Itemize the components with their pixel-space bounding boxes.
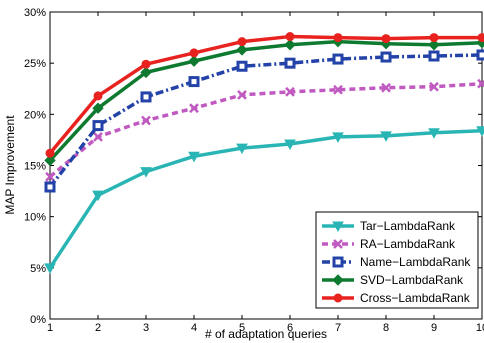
y-tick-label: 15% — [24, 161, 46, 173]
data-point — [428, 39, 440, 51]
data-point — [141, 59, 151, 69]
legend: Tar−LambdaRank RA−LambdaRank Name−LambdaRa… — [315, 211, 479, 309]
legend-item: RA−LambdaRank — [322, 237, 456, 251]
data-point-stroke — [333, 84, 343, 95]
legend-label: RA−LambdaRank — [360, 237, 456, 251]
data-point — [44, 181, 56, 193]
data-point — [93, 91, 103, 101]
x-tick-label: 9 — [431, 322, 437, 334]
data-point-stroke — [189, 103, 199, 114]
data-point — [140, 66, 152, 79]
x-tick-label: 5 — [239, 322, 245, 334]
series-name-lambdarank — [44, 49, 484, 193]
y-tick-label: 5% — [30, 263, 46, 275]
data-point — [44, 263, 56, 274]
legend-label: Tar−LambdaRank — [360, 219, 456, 233]
data-point — [140, 167, 152, 178]
data-point — [140, 91, 152, 103]
y-tick-label: 10% — [24, 212, 46, 224]
data-point — [92, 120, 104, 132]
data-point — [189, 48, 199, 58]
data-point — [188, 151, 200, 163]
series-svd-lambdarank — [44, 35, 484, 167]
series-line — [48, 53, 483, 189]
data-point — [236, 143, 248, 155]
data-point — [476, 126, 484, 137]
data-point — [188, 76, 200, 88]
x-axis-ticks: 1 2 3 4 5 6 7 8 9 10 — [47, 12, 484, 334]
data-point — [237, 37, 247, 47]
data-point — [284, 39, 296, 51]
series-layer — [44, 32, 484, 274]
data-point — [236, 44, 248, 56]
y-tick-label: 25% — [24, 58, 46, 70]
data-point — [332, 256, 344, 268]
data-point — [476, 49, 484, 61]
data-point — [285, 32, 295, 42]
legend-item: Cross−LambdaRank — [322, 291, 471, 305]
data-point — [92, 190, 104, 202]
legend-item: Tar−LambdaRank — [322, 219, 456, 233]
x-tick-label: 1 — [47, 322, 53, 334]
y-axis-ticks: 0% 5% 10% 15% 20% 25% 30% — [24, 7, 482, 326]
x-tick-label: 6 — [287, 322, 293, 334]
y-tick-label: 30% — [24, 7, 46, 19]
data-point — [380, 51, 392, 63]
y-tick-label: 0% — [30, 314, 46, 326]
x-tick-label: 4 — [191, 322, 197, 334]
data-point — [333, 33, 343, 43]
data-point-stroke — [285, 86, 295, 97]
data-point — [333, 293, 343, 303]
data-point-stroke — [237, 90, 247, 100]
x-tick-label: 3 — [143, 322, 149, 334]
data-point — [477, 33, 484, 43]
y-axis-label: MAP Improvement — [3, 115, 17, 215]
data-point — [92, 102, 104, 114]
data-point — [380, 131, 392, 142]
data-point-stroke — [141, 115, 151, 126]
data-point — [45, 148, 55, 158]
legend-label: SVD−LambdaRank — [360, 273, 464, 287]
legend-label: Name−LambdaRank — [360, 255, 471, 269]
y-tick-label: 20% — [24, 109, 46, 121]
data-point — [332, 274, 344, 286]
data-point — [44, 154, 56, 167]
series-line — [48, 128, 483, 269]
data-point — [188, 55, 200, 67]
data-point — [332, 132, 344, 143]
data-point — [284, 139, 296, 151]
data-point-stroke — [477, 79, 484, 89]
series-line — [48, 39, 483, 162]
data-point-stroke — [333, 239, 343, 249]
data-point — [428, 50, 440, 62]
legend-label: Cross−LambdaRank — [360, 291, 471, 305]
x-axis-label: # of adaptation queries — [205, 327, 327, 341]
series-line — [48, 34, 482, 155]
x-tick-label: 10 — [476, 322, 484, 334]
x-tick-label: 2 — [95, 322, 101, 334]
series-line — [48, 81, 483, 179]
data-point — [429, 33, 439, 43]
data-point — [236, 60, 248, 72]
series-tar-lambdarank — [44, 126, 484, 274]
data-point-stroke — [93, 131, 103, 142]
legend-item: SVD−LambdaRank — [322, 273, 464, 287]
data-point-stroke — [429, 81, 439, 92]
x-tick-label: 8 — [383, 322, 389, 334]
data-point-stroke — [381, 82, 391, 93]
data-point — [284, 57, 296, 69]
data-point — [381, 34, 391, 44]
data-point — [332, 221, 344, 233]
data-point — [428, 128, 440, 139]
legend-item: Name−LambdaRank — [322, 255, 471, 269]
x-tick-label: 7 — [335, 322, 341, 334]
data-point — [332, 53, 344, 65]
series-cross-lambdarank — [45, 32, 484, 158]
data-point-stroke — [45, 171, 55, 182]
series-ra-lambdarank — [45, 78, 484, 182]
